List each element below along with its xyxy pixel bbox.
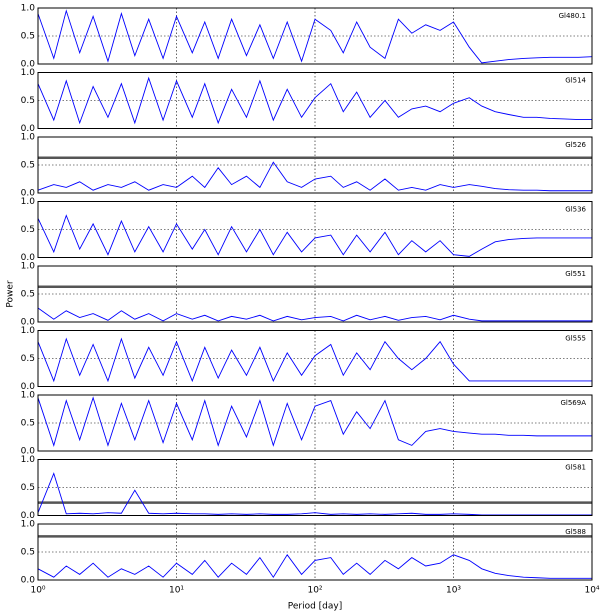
panel-label: Gl480.1 bbox=[559, 12, 586, 20]
y-tick-label: 1.0 bbox=[21, 520, 36, 530]
panel-frame bbox=[37, 7, 593, 65]
y-tick-label: 0.5 bbox=[21, 32, 35, 42]
power-line bbox=[37, 553, 592, 579]
panel-label: Gl536 bbox=[565, 206, 586, 214]
panel-label: Gl551 bbox=[565, 270, 586, 278]
power-line bbox=[37, 337, 592, 383]
panel-frame bbox=[37, 394, 593, 452]
y-tick-label: 0.0 bbox=[21, 189, 36, 199]
power-line bbox=[37, 76, 592, 125]
x-tick-label: 10³ bbox=[446, 586, 461, 596]
y-tick-label: 1.0 bbox=[21, 326, 36, 336]
x-tick-label: 10⁰ bbox=[30, 586, 45, 596]
power-line bbox=[37, 396, 592, 447]
panel-frame bbox=[37, 330, 593, 387]
y-tick-label: 1.0 bbox=[21, 197, 36, 207]
panel-frame bbox=[37, 523, 593, 581]
panel-frame bbox=[37, 265, 593, 323]
y-tick-label: 0.5 bbox=[21, 225, 35, 235]
y-tick-label: 0.0 bbox=[21, 124, 36, 134]
x-tick-label: 10⁴ bbox=[584, 586, 599, 596]
y-tick-label: 1.0 bbox=[21, 455, 36, 465]
power-line bbox=[37, 214, 592, 257]
x-tick-label: 10¹ bbox=[169, 586, 184, 596]
panel-label: Gl569A bbox=[560, 399, 586, 407]
y-tick-label: 0.0 bbox=[21, 447, 36, 457]
power-line bbox=[37, 472, 592, 516]
y-tick-label: 0.0 bbox=[21, 60, 36, 70]
y-tick-label: 1.0 bbox=[21, 391, 36, 401]
power-line bbox=[37, 161, 592, 192]
y-tick-label: 0.5 bbox=[21, 483, 35, 493]
y-tick-label: 0.5 bbox=[21, 548, 35, 558]
y-tick-label: 0.0 bbox=[21, 511, 36, 521]
panel-label: Gl514 bbox=[565, 77, 586, 85]
panel-label: Gl526 bbox=[565, 141, 586, 149]
panel-frame bbox=[37, 136, 593, 194]
panel-label: Gl588 bbox=[565, 528, 586, 536]
panel-label: Gl555 bbox=[565, 335, 586, 343]
y-tick-label: 0.5 bbox=[21, 419, 35, 429]
x-axis-label: Period [day] bbox=[288, 602, 343, 612]
y-tick-label: 1.0 bbox=[21, 4, 36, 14]
panel-frame bbox=[37, 459, 593, 516]
y-axis-label: Power bbox=[6, 280, 16, 308]
panel-frame bbox=[37, 72, 593, 129]
y-tick-label: 0.5 bbox=[21, 96, 35, 106]
y-tick-label: 1.0 bbox=[21, 68, 36, 78]
y-tick-label: 0.5 bbox=[21, 161, 35, 171]
power-line bbox=[37, 9, 593, 64]
y-tick-label: 0.5 bbox=[21, 290, 35, 300]
y-tick-label: 0.5 bbox=[21, 354, 35, 364]
y-tick-label: 0.0 bbox=[21, 576, 36, 586]
y-tick-label: 1.0 bbox=[21, 262, 36, 272]
x-tick-label: 10² bbox=[307, 586, 322, 596]
panel-label: Gl581 bbox=[565, 464, 586, 472]
y-tick-label: 0.0 bbox=[21, 253, 36, 263]
panel-frame bbox=[37, 201, 593, 258]
y-tick-label: 0.0 bbox=[21, 382, 36, 392]
y-tick-label: 0.0 bbox=[21, 318, 36, 328]
power-line bbox=[37, 307, 592, 322]
y-tick-label: 1.0 bbox=[21, 133, 36, 143]
